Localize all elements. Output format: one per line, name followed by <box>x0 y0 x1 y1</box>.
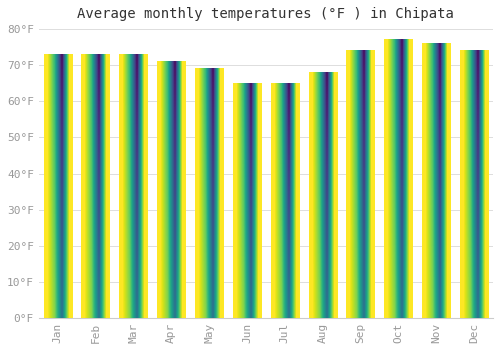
Bar <box>422 43 450 318</box>
Title: Average monthly temperatures (°F ) in Chipata: Average monthly temperatures (°F ) in Ch… <box>78 7 454 21</box>
Bar <box>157 62 186 318</box>
Bar <box>233 83 261 318</box>
Bar <box>460 51 488 318</box>
Bar <box>308 72 337 318</box>
Bar <box>82 54 110 318</box>
Bar <box>119 54 148 318</box>
Bar <box>346 51 375 318</box>
Bar <box>384 40 412 318</box>
Bar <box>44 54 72 318</box>
Bar <box>195 69 224 318</box>
Bar <box>270 83 299 318</box>
